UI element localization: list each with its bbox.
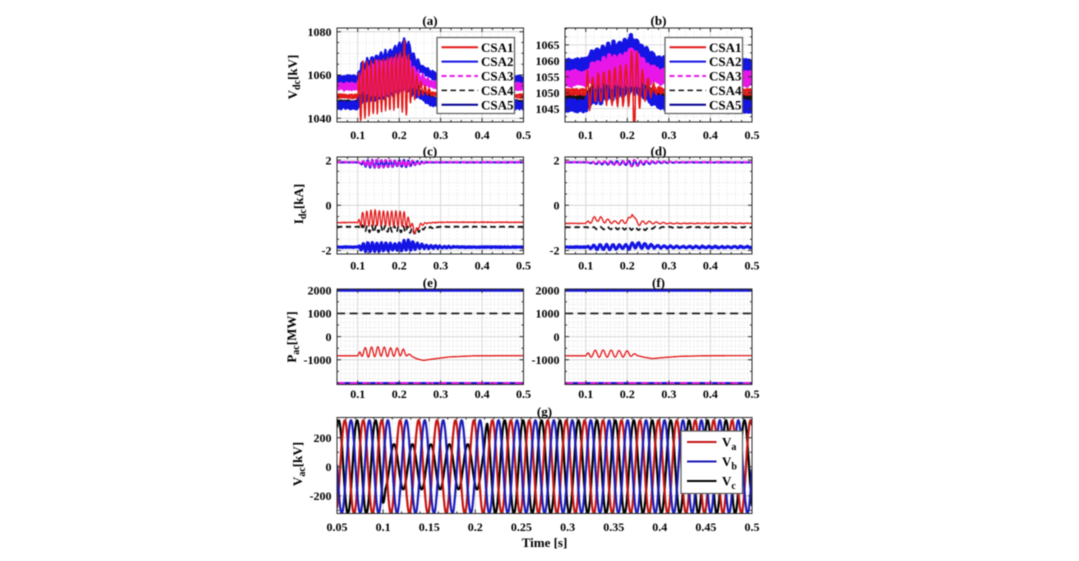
svg-text:0: 0 <box>326 460 332 474</box>
svg-text:200: 200 <box>314 431 332 445</box>
svg-text:0.5: 0.5 <box>745 520 760 534</box>
svg-text:1050: 1050 <box>536 86 560 100</box>
svg-text:0: 0 <box>326 330 332 344</box>
svg-text:0.3: 0.3 <box>661 259 676 273</box>
svg-text:(d): (d) <box>651 144 667 159</box>
svg-text:0.4: 0.4 <box>652 520 667 534</box>
svg-text:0: 0 <box>554 199 560 213</box>
svg-text:0.1: 0.1 <box>578 387 593 401</box>
svg-text:(b): (b) <box>651 13 667 28</box>
svg-text:1000: 1000 <box>536 307 560 321</box>
svg-text:CSA2: CSA2 <box>709 54 742 69</box>
svg-text:(f): (f) <box>652 275 665 290</box>
svg-text:0.3: 0.3 <box>661 387 676 401</box>
svg-text:0.1: 0.1 <box>350 259 365 273</box>
svg-text:1040: 1040 <box>308 112 332 126</box>
svg-text:0.3: 0.3 <box>661 128 676 142</box>
svg-text:-1000: -1000 <box>532 353 560 367</box>
svg-text:1000: 1000 <box>308 307 332 321</box>
svg-text:CSA2: CSA2 <box>481 54 514 69</box>
svg-text:0.3: 0.3 <box>433 387 448 401</box>
svg-text:0.1: 0.1 <box>578 259 593 273</box>
svg-text:CSA5: CSA5 <box>709 97 742 112</box>
svg-text:Time [s]: Time [s] <box>522 535 568 550</box>
svg-text:CSA1: CSA1 <box>481 40 514 55</box>
svg-text:0.2: 0.2 <box>468 520 483 534</box>
svg-text:0.5: 0.5 <box>745 128 760 142</box>
svg-text:0.2: 0.2 <box>392 259 407 273</box>
svg-text:1045: 1045 <box>536 102 560 116</box>
svg-text:CSA4: CSA4 <box>709 83 742 98</box>
svg-text:0.1: 0.1 <box>376 520 391 534</box>
svg-text:-200: -200 <box>310 489 332 503</box>
svg-text:0.2: 0.2 <box>620 259 635 273</box>
svg-text:-2: -2 <box>322 244 332 258</box>
svg-text:(c): (c) <box>423 144 437 159</box>
svg-text:0.3: 0.3 <box>560 520 575 534</box>
svg-text:0.3: 0.3 <box>433 128 448 142</box>
svg-text:1065: 1065 <box>536 38 560 52</box>
svg-text:0.2: 0.2 <box>620 128 635 142</box>
svg-text:0.25: 0.25 <box>511 520 532 534</box>
svg-text:-2: -2 <box>550 244 560 258</box>
svg-text:0.5: 0.5 <box>745 387 760 401</box>
svg-text:2000: 2000 <box>536 284 560 298</box>
svg-text:CSA1: CSA1 <box>709 40 742 55</box>
svg-text:0: 0 <box>554 330 560 344</box>
svg-text:2: 2 <box>554 153 560 167</box>
svg-text:CSA5: CSA5 <box>481 97 514 112</box>
svg-text:CSA3: CSA3 <box>481 69 514 84</box>
svg-text:(g): (g) <box>537 404 552 419</box>
svg-text:0.4: 0.4 <box>475 259 490 273</box>
svg-text:0.2: 0.2 <box>392 387 407 401</box>
svg-text:0.15: 0.15 <box>419 520 440 534</box>
svg-text:0.5: 0.5 <box>516 259 531 273</box>
svg-text:0.05: 0.05 <box>327 520 348 534</box>
svg-text:(a): (a) <box>422 13 437 28</box>
svg-text:0.2: 0.2 <box>620 387 635 401</box>
svg-text:0.1: 0.1 <box>350 128 365 142</box>
svg-text:0.4: 0.4 <box>703 259 718 273</box>
svg-text:CSA4: CSA4 <box>481 83 514 98</box>
svg-text:0: 0 <box>326 199 332 213</box>
svg-text:1055: 1055 <box>536 70 560 84</box>
svg-text:0.2: 0.2 <box>392 128 407 142</box>
svg-text:0.1: 0.1 <box>350 387 365 401</box>
svg-text:CSA3: CSA3 <box>709 69 742 84</box>
svg-text:0.4: 0.4 <box>475 128 490 142</box>
svg-text:0.4: 0.4 <box>703 387 718 401</box>
svg-text:0.5: 0.5 <box>516 387 531 401</box>
svg-text:2: 2 <box>326 153 332 167</box>
svg-text:1060: 1060 <box>536 54 560 68</box>
svg-text:1080: 1080 <box>308 25 332 39</box>
svg-text:(e): (e) <box>423 275 437 290</box>
svg-text:0.4: 0.4 <box>703 128 718 142</box>
svg-text:0.35: 0.35 <box>603 520 624 534</box>
svg-text:0.4: 0.4 <box>475 387 490 401</box>
svg-text:-1000: -1000 <box>304 353 332 367</box>
svg-text:0.5: 0.5 <box>745 259 760 273</box>
svg-text:0.3: 0.3 <box>433 259 448 273</box>
svg-text:0.1: 0.1 <box>578 128 593 142</box>
svg-text:0.45: 0.45 <box>695 520 716 534</box>
svg-text:0.5: 0.5 <box>516 128 531 142</box>
svg-text:1060: 1060 <box>308 68 332 82</box>
svg-text:2000: 2000 <box>308 284 332 298</box>
